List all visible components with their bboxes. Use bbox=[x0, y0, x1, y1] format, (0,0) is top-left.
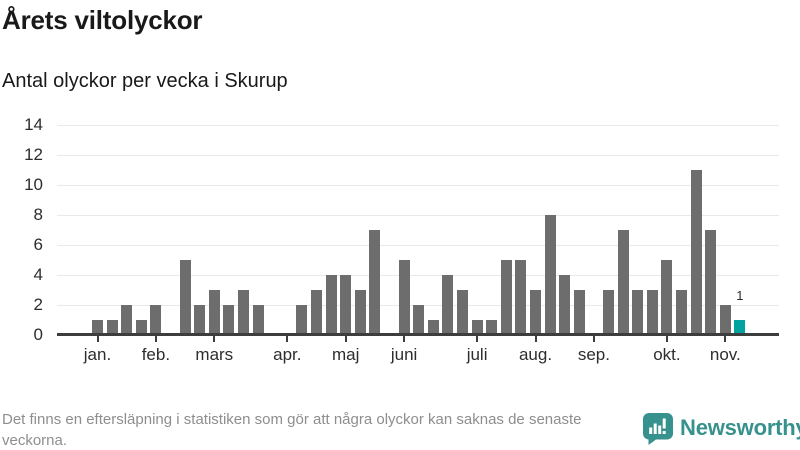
bar-week-5 bbox=[150, 305, 162, 335]
bar-week-16 bbox=[311, 290, 322, 335]
newsworthy-speech-bubble-barchart-icon bbox=[643, 413, 673, 445]
x-axis-label-sep: sep. bbox=[577, 345, 610, 364]
x-tick-maj bbox=[344, 336, 347, 342]
x-tick-juni bbox=[403, 336, 406, 342]
bar-week-31 bbox=[530, 290, 541, 335]
x-tick-sep bbox=[592, 336, 595, 342]
gridline-y-10 bbox=[57, 185, 779, 186]
brand-name: Newsworthy bbox=[680, 415, 800, 440]
bar-week-30 bbox=[515, 260, 527, 335]
gridline-y-6 bbox=[57, 245, 779, 246]
bar-week-41 bbox=[676, 290, 687, 335]
x-axis-label-juni: juni bbox=[390, 345, 418, 364]
highlight-value-label: 1 bbox=[736, 288, 744, 303]
newsworthy-logo[interactable]: Newsworthy bbox=[643, 413, 800, 445]
x-axis-line bbox=[57, 333, 779, 336]
bar-week-15 bbox=[296, 305, 308, 335]
x-tick-aug bbox=[534, 336, 537, 342]
page-title: Årets viltolyckor bbox=[2, 5, 203, 35]
bar-week-36 bbox=[603, 290, 614, 335]
bar-week-25 bbox=[442, 275, 454, 335]
bar-week-3 bbox=[121, 305, 133, 335]
x-tick-apr bbox=[286, 336, 289, 342]
x-axis-label-maj: maj bbox=[331, 345, 360, 364]
footnote-text: Det finns en eftersläpning i statistiken… bbox=[2, 411, 582, 449]
bar-week-9 bbox=[208, 290, 220, 335]
gridline-y-14 bbox=[57, 125, 779, 126]
gridline-y-4 bbox=[57, 275, 779, 276]
x-tick-juli bbox=[476, 336, 479, 342]
bar-week-37 bbox=[617, 230, 629, 335]
bar-week-11 bbox=[238, 290, 249, 335]
x-axis-label-nov: nov. bbox=[709, 345, 741, 364]
bar-week-38 bbox=[632, 290, 644, 335]
bar-week-26 bbox=[457, 290, 468, 335]
bar-week-1 bbox=[92, 320, 103, 335]
bar-week-32 bbox=[544, 215, 556, 335]
bar-week-27 bbox=[471, 320, 483, 335]
x-tick-mars bbox=[213, 336, 216, 342]
x-axis-label-feb: feb. bbox=[141, 345, 171, 364]
x-axis-label-aug: aug. bbox=[518, 345, 553, 364]
bar-week-23 bbox=[413, 305, 425, 335]
bar-week-22 bbox=[398, 260, 410, 335]
y-axis-label-10: 10 bbox=[24, 175, 43, 194]
y-axis-label-12: 12 bbox=[24, 145, 43, 164]
bar-week-2 bbox=[106, 320, 118, 335]
bar-week-19 bbox=[354, 290, 366, 335]
bar-week-17 bbox=[325, 275, 337, 335]
bar-week-39 bbox=[646, 290, 658, 335]
bar-week-34 bbox=[573, 290, 585, 335]
bar-week-42 bbox=[690, 170, 702, 335]
gridline-y-12 bbox=[57, 155, 779, 156]
y-axis-label-6: 6 bbox=[33, 235, 43, 254]
y-axis-label-8: 8 bbox=[33, 205, 43, 224]
bar-week-8 bbox=[194, 305, 206, 335]
y-axis-label-4: 4 bbox=[33, 265, 43, 284]
bar-week-4 bbox=[135, 320, 147, 335]
gridline-y-8 bbox=[57, 215, 779, 216]
bar-week-10 bbox=[223, 305, 235, 335]
bar-week-44 bbox=[719, 305, 731, 335]
y-axis-label-2: 2 bbox=[33, 295, 43, 314]
y-axis-label-0: 0 bbox=[33, 325, 43, 344]
bar-week-18 bbox=[340, 275, 352, 335]
bar-week-7 bbox=[179, 260, 191, 335]
x-tick-feb bbox=[154, 336, 157, 342]
bar-week-24 bbox=[427, 320, 439, 335]
bar-week-43 bbox=[705, 230, 717, 335]
bar-week-29 bbox=[500, 260, 512, 335]
x-tick-jan bbox=[96, 336, 99, 342]
bar-week-45 bbox=[734, 320, 746, 335]
chart-subtitle: Antal olyckor per vecka i Skurup bbox=[2, 70, 288, 92]
bar-week-12 bbox=[252, 305, 264, 335]
y-axis-label-14: 14 bbox=[24, 115, 43, 134]
bar-week-40 bbox=[661, 260, 673, 335]
x-axis-label-apr: apr. bbox=[273, 345, 302, 364]
x-axis-label-jan: jan. bbox=[83, 345, 112, 364]
x-tick-okt bbox=[665, 336, 668, 342]
bar-week-20 bbox=[369, 230, 381, 335]
x-tick-nov bbox=[724, 336, 727, 342]
x-axis-label-juli: juli bbox=[466, 345, 488, 364]
x-axis-label-mars: mars bbox=[195, 345, 234, 364]
bar-week-33 bbox=[559, 275, 571, 335]
x-axis-label-okt: okt. bbox=[653, 345, 681, 364]
bar-week-28 bbox=[486, 320, 498, 335]
